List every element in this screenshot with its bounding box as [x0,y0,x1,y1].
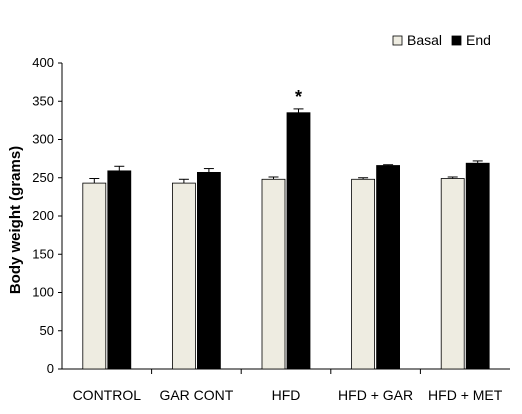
legend-swatch-end [451,35,462,46]
axes: 0 50 100 150 200 250 300 350 400 CONTROL GAR CONT H… [32,55,510,403]
x-tick-label: HFD [272,387,301,403]
bar-end-3 [376,165,401,370]
bar-basal-4 [440,178,465,370]
bar-end-0 [107,170,132,370]
y-tick-label: 150 [32,246,54,261]
legend-swatch-basal [392,35,403,46]
y-tick-label: 400 [32,55,54,70]
y-tick-label: 350 [32,93,54,108]
bar-basal-2 [261,178,286,370]
bar-basal-1 [171,182,196,370]
x-tick-label: GAR CONT [159,387,233,403]
y-tick-label: 50 [40,323,54,338]
x-tick-label: CONTROL [73,387,142,403]
y-tick-label: 200 [32,208,54,223]
significance-annotation: * [295,87,302,107]
bar-basal-3 [351,178,376,370]
legend-label: End [466,32,491,48]
bar-end-2 [286,112,311,370]
y-tick-label: 100 [32,285,54,300]
y-axis-label: Body weight (grams) [7,146,24,294]
bar-end-1 [196,171,221,370]
legend: Basal End [392,32,491,48]
bar-basal-0 [82,182,107,370]
bars: * [82,87,490,370]
x-tick-label: HFD + MET [428,387,503,403]
bar-end-4 [465,162,490,370]
y-tick-label: 250 [32,170,54,185]
y-tick-label: 300 [32,132,54,147]
x-tick-label: HFD + GAR [338,387,413,403]
legend-label: Basal [407,32,442,48]
y-tick-label: 0 [47,361,54,376]
